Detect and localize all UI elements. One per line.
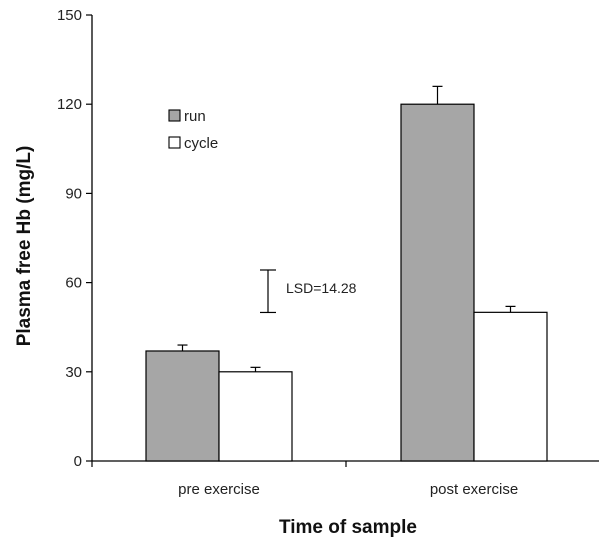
legend: run cycle	[168, 108, 218, 152]
x-tick-label: pre exercise	[178, 481, 260, 498]
legend-label-run: run	[184, 108, 206, 125]
y-tick-label: 60	[65, 275, 82, 292]
bar-run-pre	[145, 350, 220, 462]
y-tick-label: 30	[65, 364, 82, 381]
legend-label-cycle: cycle	[184, 135, 218, 152]
legend-swatch-cycle	[168, 136, 181, 149]
lsd-annotation: LSD=14.28	[260, 269, 357, 314]
y-tick-label: 0	[74, 453, 82, 470]
bar-cycle-pre	[218, 371, 293, 462]
y-tick-label: 120	[57, 96, 82, 113]
y-tick-label: 90	[65, 185, 82, 202]
x-axis-title: Time of sample	[279, 517, 417, 538]
bar-cycle-post	[473, 311, 548, 462]
legend-swatch-run	[168, 109, 181, 122]
axes: 0 30 60 90 120 150 pre exercise post exercise	[57, 7, 599, 498]
x-tick-label: post exercise	[430, 481, 518, 498]
bar-run-post	[400, 103, 475, 462]
y-tick-label: 150	[57, 7, 82, 24]
y-axis-title: Plasma free Hb (mg/L)	[14, 146, 35, 347]
error-bars	[177, 85, 516, 372]
lsd-label: LSD=14.28	[286, 280, 357, 296]
